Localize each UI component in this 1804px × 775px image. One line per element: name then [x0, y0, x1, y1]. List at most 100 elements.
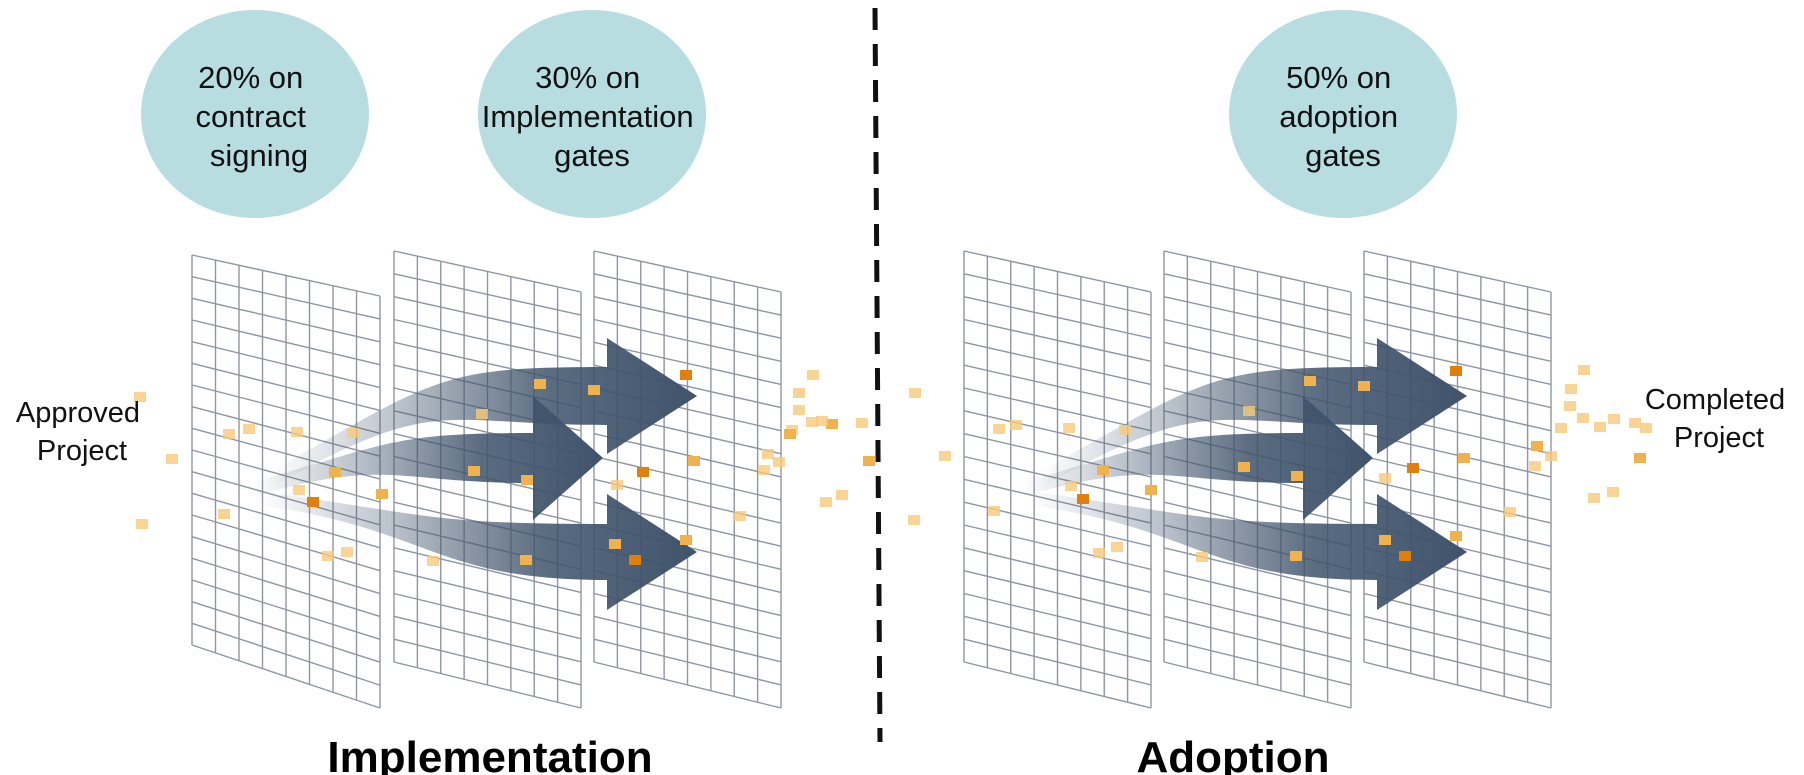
square-dot-icon	[1010, 420, 1022, 430]
square-dot-icon	[1304, 376, 1316, 386]
square-dot-icon	[939, 451, 951, 461]
svg-text:30% on Implementation: 30% on Implementation gates	[482, 60, 703, 173]
end-label-line2: Project	[1674, 422, 1764, 454]
square-dot-icon	[611, 480, 623, 490]
svg-text:20% on contract si: 20% on contract signing	[196, 60, 315, 173]
square-dot-icon	[588, 385, 600, 395]
bubble-adoption-line3: gates	[1305, 138, 1381, 173]
square-dot-icon	[1358, 381, 1370, 391]
square-dot-icon	[826, 419, 838, 429]
square-dot-icon	[909, 388, 921, 398]
bubble-implementation-gates: 30% on Implementation gates	[478, 10, 706, 218]
bubble-implementation-line3: gates	[554, 138, 630, 173]
square-dot-icon	[629, 555, 641, 565]
bubble-contract-shape	[141, 10, 369, 218]
square-dot-icon	[1607, 487, 1619, 497]
square-dot-icon	[1578, 365, 1590, 375]
square-dot-icon	[347, 428, 359, 438]
bubble-implementation-line2: Implementation	[482, 99, 694, 134]
square-dot-icon	[1531, 441, 1543, 451]
square-dot-icon	[1077, 494, 1089, 504]
square-dot-icon	[223, 429, 235, 439]
square-dot-icon	[816, 416, 828, 426]
square-dot-icon	[1564, 401, 1576, 411]
bubble-adoption-line1: 50% on	[1286, 60, 1391, 95]
bubble-adoption-gates: 50% on adoption gates	[1229, 10, 1457, 218]
square-dot-icon	[609, 539, 621, 549]
square-dot-icon	[806, 417, 818, 427]
start-label: Approved Project	[16, 397, 148, 467]
bubble-contract-line1: 20% on	[198, 60, 303, 95]
square-dot-icon	[836, 490, 848, 500]
square-dot-icon	[1504, 507, 1516, 517]
square-dot-icon	[136, 519, 148, 529]
square-dot-icon	[1629, 418, 1641, 428]
square-dot-icon	[427, 556, 439, 566]
square-dot-icon	[293, 485, 305, 495]
bubble-implementation-line1: 30% on	[535, 60, 640, 95]
square-dot-icon	[993, 424, 1005, 434]
bubble-implementation-shape	[478, 10, 706, 218]
square-dot-icon	[1097, 465, 1109, 475]
square-dot-icon	[1111, 542, 1123, 552]
square-dot-icon	[329, 467, 341, 477]
square-dot-icon	[520, 555, 532, 565]
square-dot-icon	[1634, 453, 1646, 463]
curved-arrow-icon	[260, 491, 697, 610]
square-dot-icon	[680, 370, 692, 380]
square-dot-icon	[793, 388, 805, 398]
square-dot-icon	[1458, 453, 1470, 463]
bubble-contract-line3: signing	[210, 138, 308, 173]
square-dot-icon	[1529, 461, 1541, 471]
curved-arrow-icon	[1020, 396, 1373, 520]
phase-label-implementation: Implementation	[327, 733, 652, 775]
square-dot-icon	[1577, 413, 1589, 423]
square-dot-icon	[1196, 552, 1208, 562]
square-dot-icon	[1379, 535, 1391, 545]
square-dot-icon	[1093, 548, 1105, 558]
square-dot-icon	[307, 497, 319, 507]
square-dot-icon	[758, 465, 770, 475]
square-dot-icon	[1145, 485, 1157, 495]
square-dot-icon	[1243, 406, 1255, 416]
square-dot-icon	[807, 370, 819, 380]
square-dot-icon	[468, 466, 480, 476]
square-dot-icon	[1450, 366, 1462, 376]
square-dot-icon	[218, 509, 230, 519]
square-dot-icon	[534, 379, 546, 389]
square-dot-icon	[637, 467, 649, 477]
square-dot-icon	[1555, 423, 1567, 433]
square-dot-icon	[863, 456, 875, 466]
square-dot-icon	[1291, 471, 1303, 481]
square-dot-icon	[856, 418, 868, 428]
svg-text:50% on adoption ga: 50% on adoption gates	[1279, 60, 1407, 173]
phase-label-adoption: Adoption	[1136, 733, 1329, 775]
start-label-line1: Approved	[16, 397, 140, 429]
square-dot-icon	[1063, 423, 1075, 433]
start-label-line2: Project	[37, 435, 127, 467]
square-dot-icon	[680, 535, 692, 545]
square-dot-icon	[773, 457, 785, 467]
data-squares	[134, 365, 1652, 566]
square-dot-icon	[1608, 414, 1620, 424]
square-dot-icon	[521, 475, 533, 485]
square-dot-icon	[1238, 462, 1250, 472]
square-dot-icon	[1594, 422, 1606, 432]
square-dot-icon	[1399, 551, 1411, 561]
square-dot-icon	[1565, 384, 1577, 394]
square-dot-icon	[243, 424, 255, 434]
square-dot-icon	[762, 449, 774, 459]
square-dot-icon	[476, 409, 488, 419]
square-dot-icon	[1290, 551, 1302, 561]
square-dot-icon	[134, 392, 146, 402]
square-dot-icon	[1407, 463, 1419, 473]
square-dot-icon	[166, 454, 178, 464]
square-dot-icon	[820, 497, 832, 507]
end-label: Completed Project	[1645, 384, 1793, 454]
square-dot-icon	[1450, 531, 1462, 541]
end-label-line1: Completed	[1645, 384, 1785, 416]
bubble-adoption-line2: adoption	[1279, 99, 1398, 134]
square-dot-icon	[376, 489, 388, 499]
phase-divider	[872, 7, 883, 743]
